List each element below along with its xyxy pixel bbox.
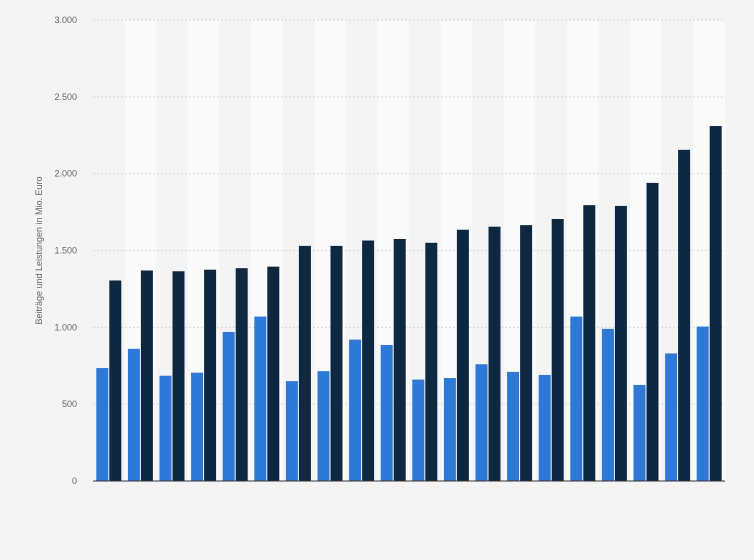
bar-series-1[interactable]: [538, 374, 551, 481]
bar-series-1[interactable]: [665, 353, 678, 481]
bar-series-2[interactable]: [614, 205, 627, 482]
y-tick-label: 2.000: [54, 169, 77, 179]
bar-series-1[interactable]: [159, 375, 172, 481]
bar-series-1[interactable]: [96, 368, 109, 481]
y-tick-label: 2.500: [54, 92, 77, 102]
y-tick-label: 1.000: [54, 322, 77, 332]
bar-series-2[interactable]: [330, 245, 343, 481]
bar-series-2[interactable]: [583, 205, 596, 481]
bar-series-1[interactable]: [222, 331, 235, 481]
bar-series-1[interactable]: [570, 316, 583, 481]
bar-series-1[interactable]: [475, 364, 488, 481]
bar-series-1[interactable]: [380, 345, 393, 481]
bar-series-1[interactable]: [349, 339, 362, 481]
bar-series-2[interactable]: [520, 225, 533, 481]
y-tick-label: 500: [62, 399, 77, 409]
bar-series-2[interactable]: [456, 229, 469, 481]
y-axis-ticks: 0 500 1.000 1.500 2.000 2.500 3.000: [54, 15, 77, 486]
y-axis-title: Beiträge und Leistungen in Mio. Euro: [34, 176, 44, 324]
bars: [96, 126, 722, 482]
bar-series-1[interactable]: [601, 328, 614, 481]
bar-series-2[interactable]: [204, 269, 217, 481]
bar-series-2[interactable]: [393, 238, 406, 481]
bar-series-2[interactable]: [235, 268, 248, 481]
bar-series-1[interactable]: [191, 372, 204, 481]
bar-series-2[interactable]: [709, 126, 722, 481]
bar-series-2[interactable]: [140, 270, 153, 481]
bar-series-2[interactable]: [109, 280, 122, 481]
y-tick-label: 1.500: [54, 246, 77, 256]
bar-series-1[interactable]: [696, 326, 709, 481]
bar-series-2[interactable]: [425, 242, 438, 481]
bar-series-2[interactable]: [488, 226, 501, 481]
bar-series-1[interactable]: [127, 348, 140, 481]
bar-series-1[interactable]: [633, 384, 646, 481]
bar-series-1[interactable]: [254, 316, 267, 481]
bar-series-2[interactable]: [172, 271, 185, 481]
bar-series-2[interactable]: [298, 245, 311, 481]
bar-series-1[interactable]: [412, 379, 425, 481]
bar-series-1[interactable]: [507, 371, 520, 481]
y-tick-label: 0: [72, 476, 77, 486]
bar-series-2[interactable]: [678, 149, 691, 481]
bar-series-1[interactable]: [317, 371, 330, 481]
bar-series-2[interactable]: [551, 218, 564, 481]
bar-series-2[interactable]: [646, 182, 659, 482]
bar-series-2[interactable]: [362, 240, 375, 481]
bar-series-2[interactable]: [267, 266, 280, 481]
y-tick-label: 3.000: [54, 15, 77, 25]
bar-series-1[interactable]: [285, 381, 298, 481]
bar-series-1[interactable]: [443, 378, 456, 481]
